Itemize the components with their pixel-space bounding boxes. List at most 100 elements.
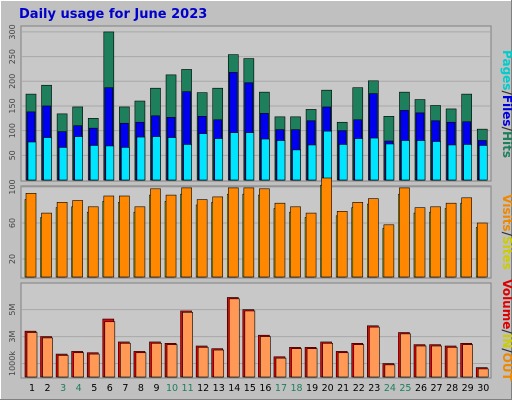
bar-pages — [74, 136, 83, 181]
x-tick-label: 5 — [91, 383, 97, 394]
legend-volume-panel: Volume/IN/OUT — [500, 279, 512, 381]
volume-bars — [24, 297, 489, 378]
legend-hits: Hits — [500, 131, 512, 158]
y-tick-label: 60 — [8, 218, 17, 228]
x-tick-label: 21 — [337, 383, 349, 394]
bar-out — [462, 344, 473, 378]
bar-visits — [212, 196, 224, 278]
bar-out — [135, 352, 147, 378]
bar-visits — [165, 194, 177, 278]
bar-visits — [196, 199, 208, 278]
bar-visits — [352, 202, 364, 278]
x-tick-label: 16 — [259, 383, 271, 394]
y-tick-label: 5M — [8, 304, 17, 316]
bar-pages — [478, 145, 488, 181]
y-tick-label: 300 — [8, 24, 17, 39]
bar-out — [337, 352, 349, 378]
bar-out — [477, 368, 489, 378]
bar-visits — [87, 206, 99, 278]
bar-visits — [368, 198, 379, 278]
legend-sites: Sites — [500, 236, 512, 270]
x-tick-label: 10 — [166, 383, 178, 394]
bar-pages — [152, 136, 161, 181]
bar-out — [26, 332, 38, 378]
bar-visits — [445, 202, 457, 278]
legend-hits-panel: Pages/Files/Hits — [500, 50, 512, 158]
hits-bars — [25, 31, 488, 181]
y-tick-label: 200 — [8, 74, 17, 89]
x-tick-label: 28 — [446, 383, 458, 394]
bar-visits — [119, 195, 130, 278]
bar-pages — [261, 138, 270, 181]
visits-panel — [20, 185, 492, 279]
x-tick-label: 14 — [228, 383, 240, 394]
bar-pages — [58, 147, 68, 181]
legend-sep-3: / — [500, 232, 512, 237]
bar-visits — [134, 206, 146, 278]
legend-sep-2: / — [500, 127, 512, 132]
bar-out — [182, 312, 193, 378]
bar-out — [322, 343, 333, 378]
bar-pages — [136, 136, 146, 181]
x-tick-label: 11 — [182, 383, 194, 394]
x-tick-label: 30 — [477, 383, 489, 394]
bar-pages — [214, 138, 224, 181]
bar-pages — [43, 137, 52, 181]
x-tick-label: 25 — [399, 383, 411, 394]
bar-pages — [323, 130, 332, 181]
x-tick-label: 3 — [60, 383, 66, 394]
bar-out — [120, 343, 131, 378]
bar-visits — [430, 206, 441, 278]
legend-files: Files — [500, 95, 512, 127]
bar-pages — [121, 147, 130, 181]
x-tick-label: 6 — [107, 383, 113, 394]
bar-visits — [227, 187, 239, 278]
bar-pages — [338, 144, 348, 181]
legend-sep-5: / — [500, 348, 512, 353]
bar-out — [57, 355, 69, 378]
bar-out — [244, 310, 256, 378]
y-tick-label: 3M — [8, 330, 17, 342]
bar-pages — [105, 145, 115, 181]
bar-visits — [72, 200, 83, 278]
bar-visits — [476, 222, 488, 278]
bar-out — [88, 353, 100, 378]
bar-out — [213, 349, 225, 378]
bar-out — [166, 344, 178, 378]
bar-visits — [243, 187, 255, 278]
bar-pages — [416, 140, 426, 181]
bar-pages — [463, 144, 472, 181]
bar-visits — [25, 193, 37, 278]
legend-in: IN — [500, 334, 512, 349]
x-tick-label: 26 — [415, 383, 427, 394]
legend-out: OUT — [500, 353, 512, 382]
bar-visits — [259, 188, 270, 278]
legend-pages: Pages — [500, 50, 512, 90]
bar-pages — [370, 137, 379, 181]
bar-visits — [103, 195, 115, 278]
y-tick-label: 1000k — [8, 351, 17, 376]
x-tick-label: 20 — [322, 383, 334, 394]
x-tick-label: 27 — [431, 383, 443, 394]
bar-pages — [447, 144, 457, 181]
y-tick-label: 20 — [8, 254, 17, 264]
x-tick-labels: 1 2 3 4 5 6 7 8 9 10 11 12 13 14 15 16 17 18 19 20 21 22 23 24 2… — [29, 383, 489, 394]
bar-pages — [27, 141, 37, 181]
bar-visits — [399, 187, 410, 278]
bar-out — [228, 298, 240, 378]
x-tick-label: 18 — [290, 383, 302, 394]
y-tick-label: 250 — [8, 49, 17, 64]
bar-visits — [305, 212, 317, 278]
bar-pages — [167, 137, 177, 181]
bar-pages — [354, 138, 364, 181]
visits-bars — [24, 177, 488, 278]
bar-pages — [229, 132, 239, 181]
bar-visits — [383, 224, 395, 278]
bar-visits — [274, 202, 286, 278]
x-tick-label: 4 — [76, 383, 82, 394]
bar-out — [197, 347, 209, 378]
y-tick-label: 50 — [8, 150, 17, 160]
bar-pages — [307, 144, 317, 181]
bar-visits — [290, 206, 301, 278]
